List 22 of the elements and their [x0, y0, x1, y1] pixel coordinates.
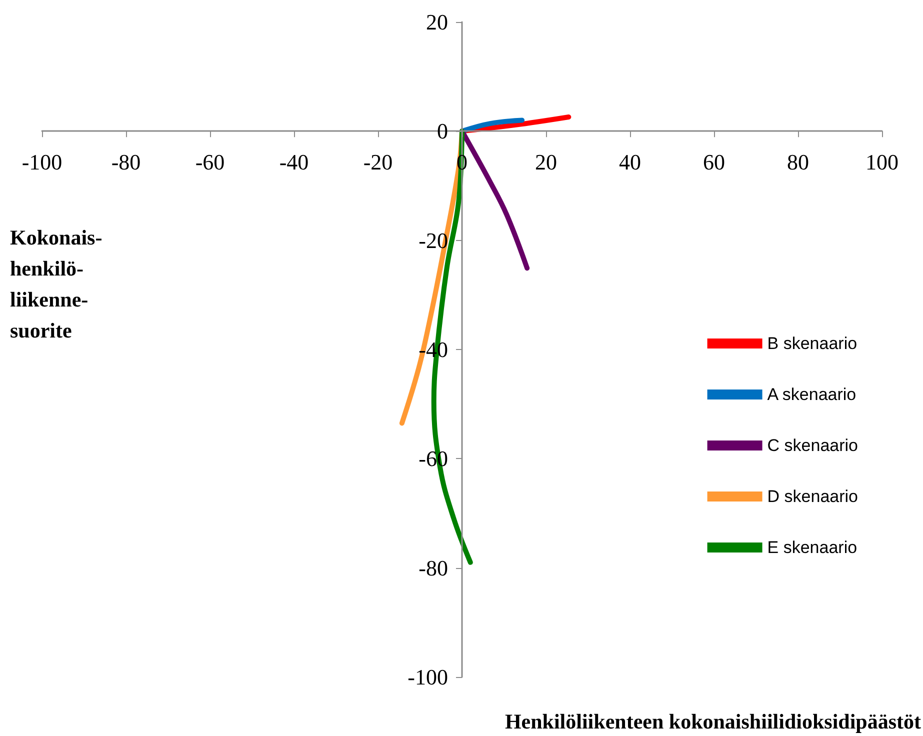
legend-label: B skenaario — [767, 334, 858, 353]
y-tick-label: -80 — [418, 555, 448, 580]
y-tick-label: 20 — [426, 10, 448, 34]
x-tick-label: -100 — [22, 150, 62, 175]
x-tick-label: 80 — [787, 150, 809, 175]
x-tick-label: -60 — [195, 150, 225, 175]
x-tick-label: 40 — [619, 150, 641, 175]
legend-label: C skenaario — [767, 436, 858, 455]
x-tick-label: -20 — [363, 150, 393, 175]
x-tick-label: -40 — [279, 150, 309, 175]
x-tick-label: -80 — [111, 150, 141, 175]
x-tick-label: 100 — [866, 150, 898, 175]
x-tick-label: 0 — [456, 150, 468, 175]
x-tick-label: 60 — [703, 150, 725, 175]
legend-label: E skenaario — [767, 538, 858, 557]
y-tick-label: 0 — [437, 118, 448, 144]
x-tick-label: 20 — [535, 150, 557, 175]
legend-label: A skenaario — [767, 385, 856, 404]
x-axis-title: Henkilöliikenteen kokonaishiilidioksidipäästöt — [504, 710, 922, 734]
y-tick-label: -100 — [408, 664, 448, 690]
legend-label: D skenaario — [767, 487, 858, 506]
y-axis-title: Kokonais- henkilö- liikenne- suorite — [10, 226, 102, 342]
